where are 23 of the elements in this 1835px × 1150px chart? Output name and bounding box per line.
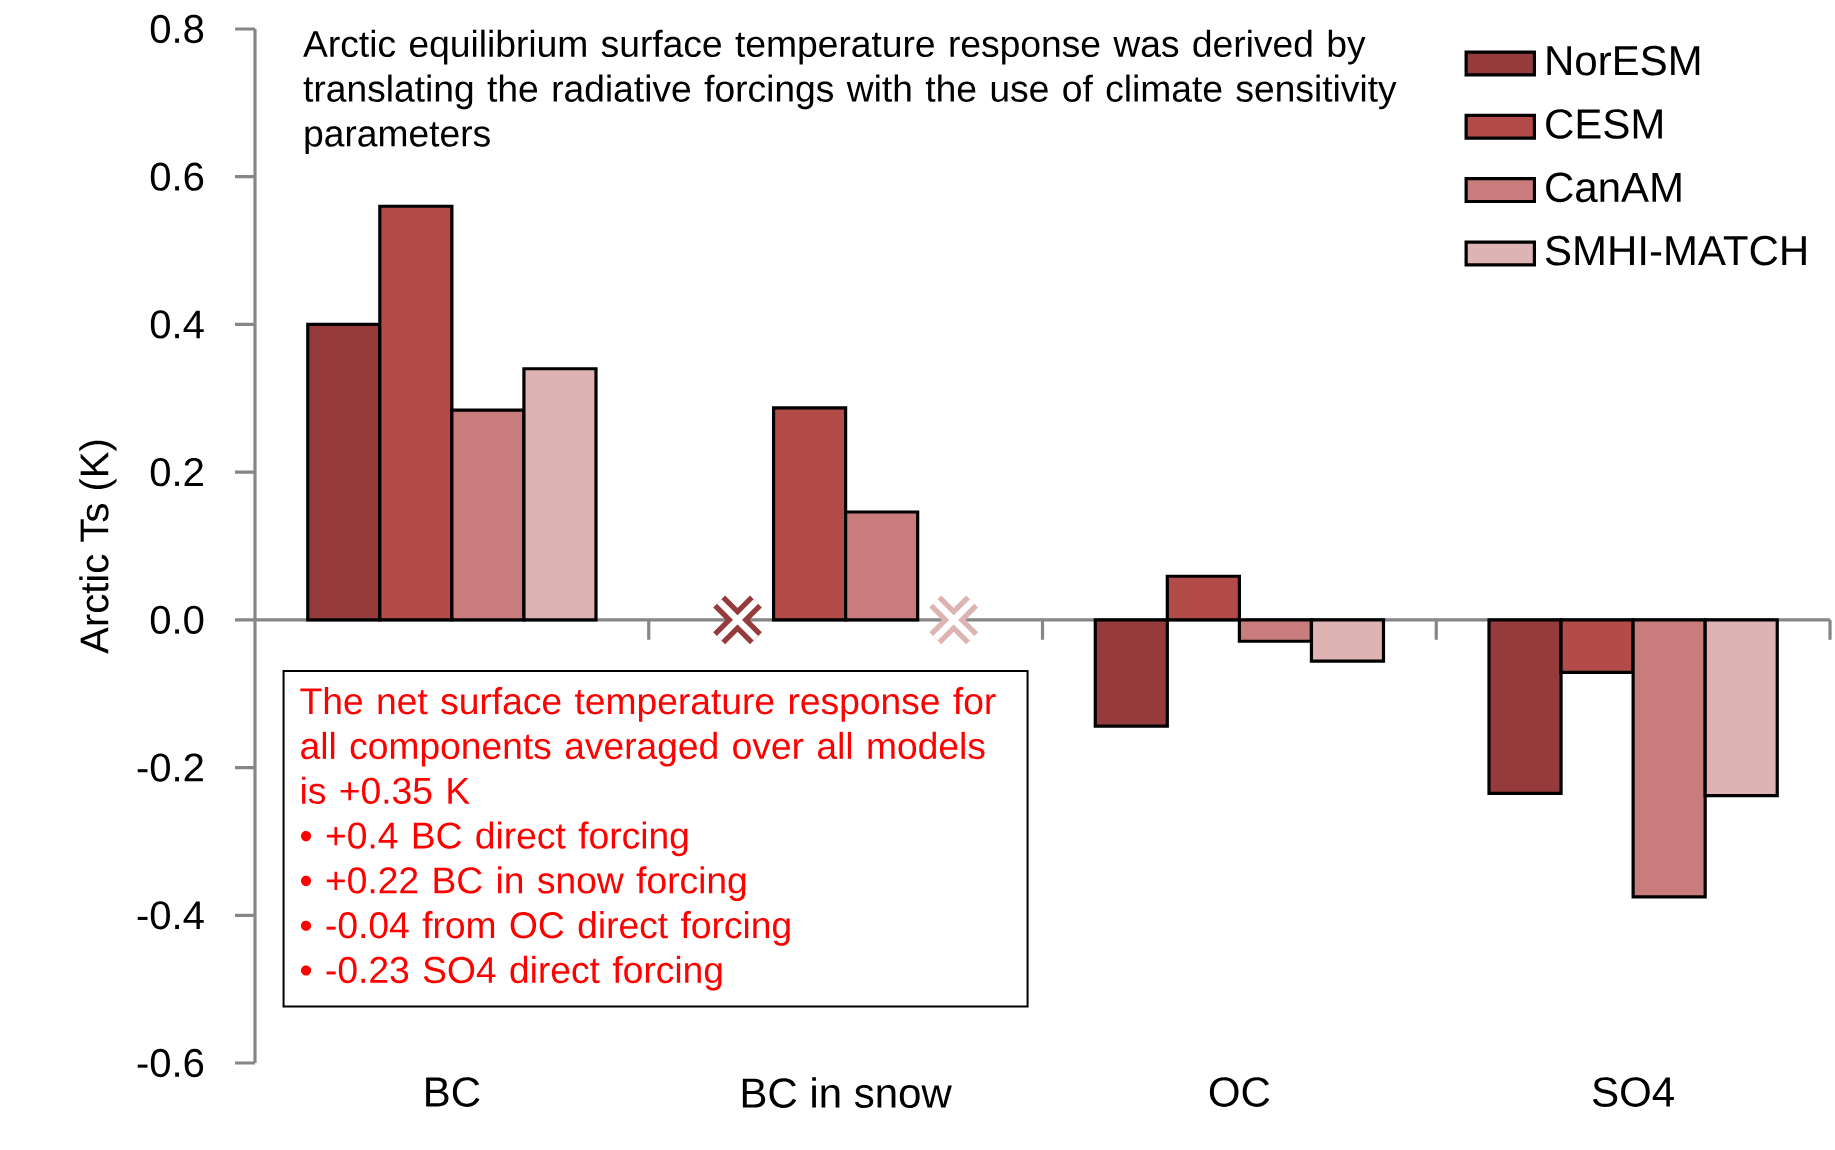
y-axis-title: Arctic Ts (K)	[79, 440, 117, 654]
y-tick-label: 0.0	[150, 605, 204, 634]
y-tick-label: 0.2	[150, 457, 203, 487]
legend-label: NorESM	[1547, 45, 1700, 76]
x-tick-label: BC	[426, 1077, 480, 1107]
annotation: The net surface temperature response for all components averaged over all models is +0.35 K	[300, 687, 996, 805]
legend-label: CESM	[1546, 109, 1662, 139]
annotation: Arctic equilibrium surface temperature response was derived by translating the radiative forcings with the use of climate sensitivity parameters	[303, 29, 1397, 155]
annotation: • +0.22 BC in snow forcing	[301, 866, 746, 901]
legend-label: CanAM	[1546, 172, 1681, 203]
x-tick-label: BC in snow	[742, 1077, 952, 1109]
x-tick-label: SO4	[1592, 1077, 1674, 1107]
y-tick-label: -0.4	[137, 901, 204, 930]
y-tick-label: 0.8	[150, 14, 204, 44]
y-tick-label: 0.6	[150, 162, 204, 191]
y-tick-label: -0.2	[137, 753, 203, 782]
annotation: • +0.4 BC direct forcing	[301, 821, 688, 857]
annotation: • -0.23 SO4 direct forcing	[301, 955, 722, 991]
y-tick-label: 0.4	[150, 310, 204, 339]
y-tick-label: -0.6	[137, 1048, 204, 1078]
legend-label: SMHI-MATCH	[1545, 235, 1806, 266]
x-tick-label: OC	[1209, 1077, 1270, 1107]
annotation: • -0.04 from OC direct forcing	[301, 911, 790, 946]
